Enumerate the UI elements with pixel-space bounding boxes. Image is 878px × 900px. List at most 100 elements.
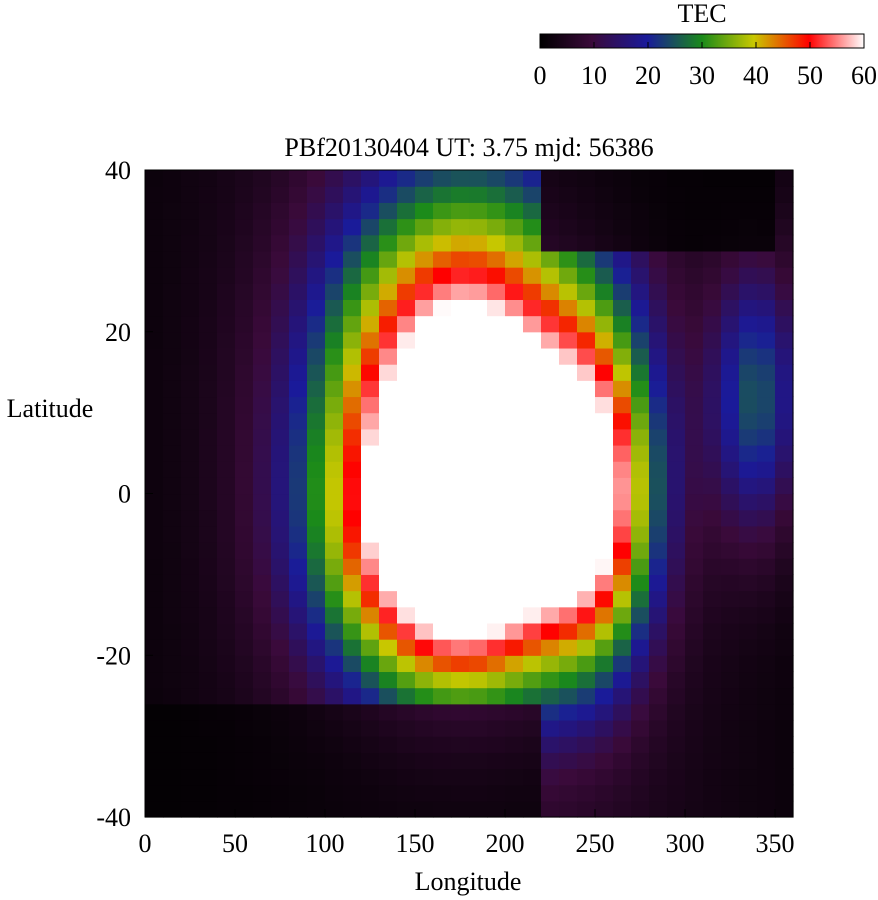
heatmap-cell [721,509,740,527]
heatmap-cell [379,364,398,381]
heatmap-cell [325,283,344,300]
heatmap-cell [199,299,218,317]
heatmap-cell [757,218,776,236]
heatmap-cell [289,493,308,511]
heatmap-cell [649,736,668,753]
heatmap-cell [469,477,488,495]
heatmap-cell [703,331,722,349]
heatmap-cell [523,719,542,737]
heatmap-cell [505,331,524,349]
heatmap-cell [235,396,254,414]
heatmap-cell [595,622,614,640]
heatmap-cell [685,380,704,398]
heatmap-cell [433,250,452,268]
heatmap-cell [433,234,452,252]
heatmap-cell [523,315,542,333]
heatmap-cell [217,509,236,527]
heatmap-cell [487,574,506,592]
heatmap-cell [361,639,380,656]
heatmap-cell [163,639,182,656]
heatmap-cell [577,493,596,511]
heatmap-cell [253,380,272,398]
heatmap-cell [145,315,164,333]
heatmap-cell [379,687,398,705]
heatmap-cell [721,768,740,786]
heatmap-cell [163,396,182,414]
heatmap-cell [397,170,416,187]
heatmap-cell [469,590,488,608]
heatmap-cell [559,542,578,559]
heatmap-cell [685,671,704,689]
heatmap-cell [523,736,542,753]
heatmap-cell [181,170,200,187]
heatmap-cell [667,315,686,333]
heatmap-cell [685,509,704,527]
heatmap-cell [703,784,722,802]
heatmap-cell [181,525,200,543]
heatmap-cell [757,703,776,721]
heatmap-cell [487,736,506,753]
heatmap-cell [523,428,542,446]
heatmap-cell [613,752,632,770]
heatmap-cell [325,509,344,527]
heatmap-cell [667,428,686,446]
heatmap-cell [577,428,596,446]
heatmap-cell [433,315,452,333]
heatmap-cell [541,622,560,640]
x-tick-label: 300 [666,829,705,858]
heatmap-cell [199,186,218,203]
heatmap-cell [307,315,326,333]
heatmap-cell [505,444,524,462]
heatmap-cell [361,736,380,753]
heatmap-cell [775,800,794,818]
heatmap-cell [631,234,650,252]
heatmap-cell [415,267,434,284]
heatmap-cell [415,250,434,268]
heatmap-cell [649,768,668,786]
heatmap-cell [469,558,488,575]
heatmap-cell [649,703,668,721]
heatmap-cell [595,331,614,349]
heatmap-cell [505,461,524,478]
heatmap-cell [613,606,632,624]
heatmap-cell [451,655,470,673]
heatmap-cell [703,299,722,317]
heatmap-cell [685,493,704,511]
heatmap-cell [361,671,380,689]
heatmap-cell [163,412,182,430]
heatmap-cell [613,525,632,543]
heatmap-cell [181,461,200,478]
heatmap-cell [217,768,236,786]
heatmap-cell [289,186,308,203]
heatmap-cell [523,655,542,673]
heatmap-cell [361,622,380,640]
heatmap-cell [757,364,776,381]
heatmap-cell [397,202,416,220]
heatmap-cell [703,639,722,656]
heatmap-cell [523,768,542,786]
heatmap-cell [307,331,326,349]
heatmap-cell [433,396,452,414]
heatmap-cell [595,250,614,268]
heatmap-cell [235,477,254,495]
heatmap-cell [649,331,668,349]
colorbar-tick-label: 20 [635,61,661,90]
heatmap-cell [757,461,776,478]
heatmap-cell [145,380,164,398]
heatmap-cell [613,655,632,673]
heatmap-cell [145,283,164,300]
heatmap-cell [703,234,722,252]
heatmap-cell [775,752,794,770]
heatmap-cell [541,299,560,317]
heatmap-cell [145,267,164,284]
heatmap-cell [289,622,308,640]
heatmap-cell [361,509,380,527]
heatmap-cell [685,202,704,220]
heatmap-cell [451,606,470,624]
heatmap-cell [217,719,236,737]
heatmap-cell [325,558,344,575]
heatmap-cell [613,461,632,478]
heatmap-cell [325,800,344,818]
heatmap-cell [649,574,668,592]
heatmap-cell [505,784,524,802]
